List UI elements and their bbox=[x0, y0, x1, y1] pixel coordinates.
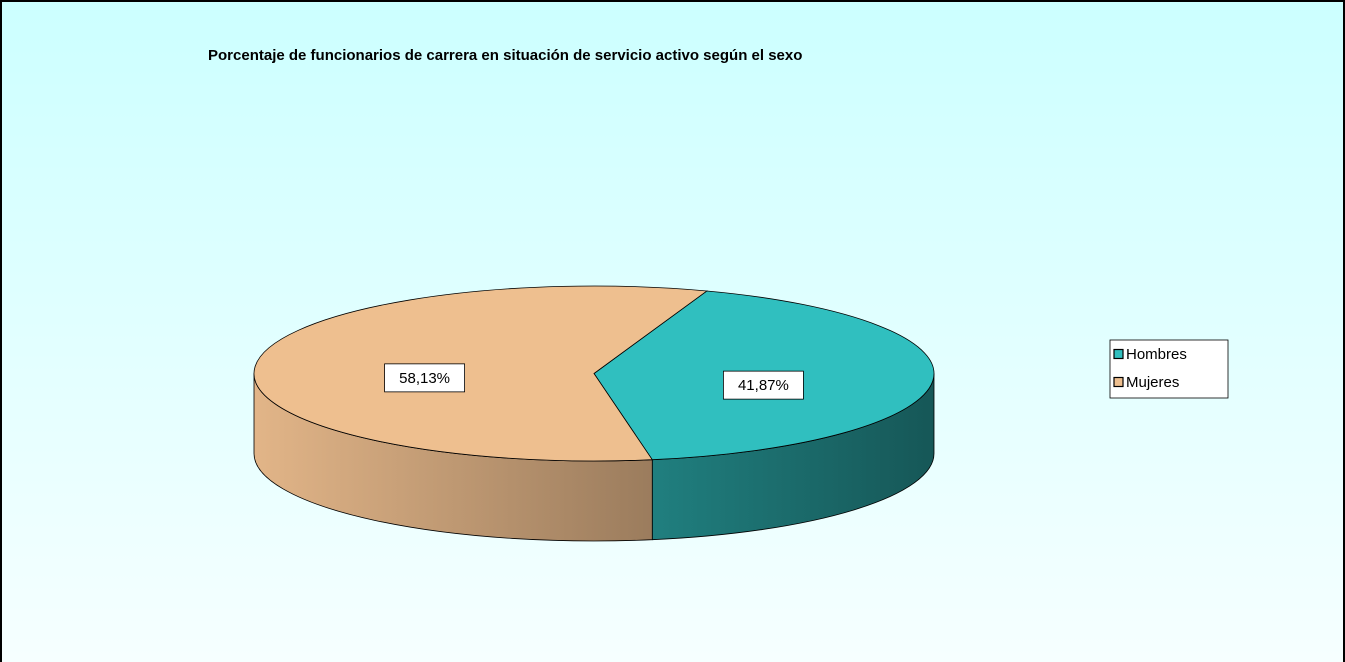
data-label: 41,87% bbox=[738, 377, 789, 394]
data-label: 58,13% bbox=[399, 370, 450, 387]
chart-title: Porcentaje de funcionarios de carrera en… bbox=[208, 47, 802, 64]
legend-label: Mujeres bbox=[1126, 374, 1179, 391]
data-label-box bbox=[723, 370, 804, 400]
legend-swatch bbox=[1113, 376, 1124, 388]
pie-slice bbox=[253, 285, 709, 462]
legend-label: Hombres bbox=[1126, 346, 1187, 363]
data-label-box bbox=[384, 363, 465, 393]
legend-swatch bbox=[1113, 348, 1124, 360]
legend-box bbox=[1109, 339, 1229, 399]
